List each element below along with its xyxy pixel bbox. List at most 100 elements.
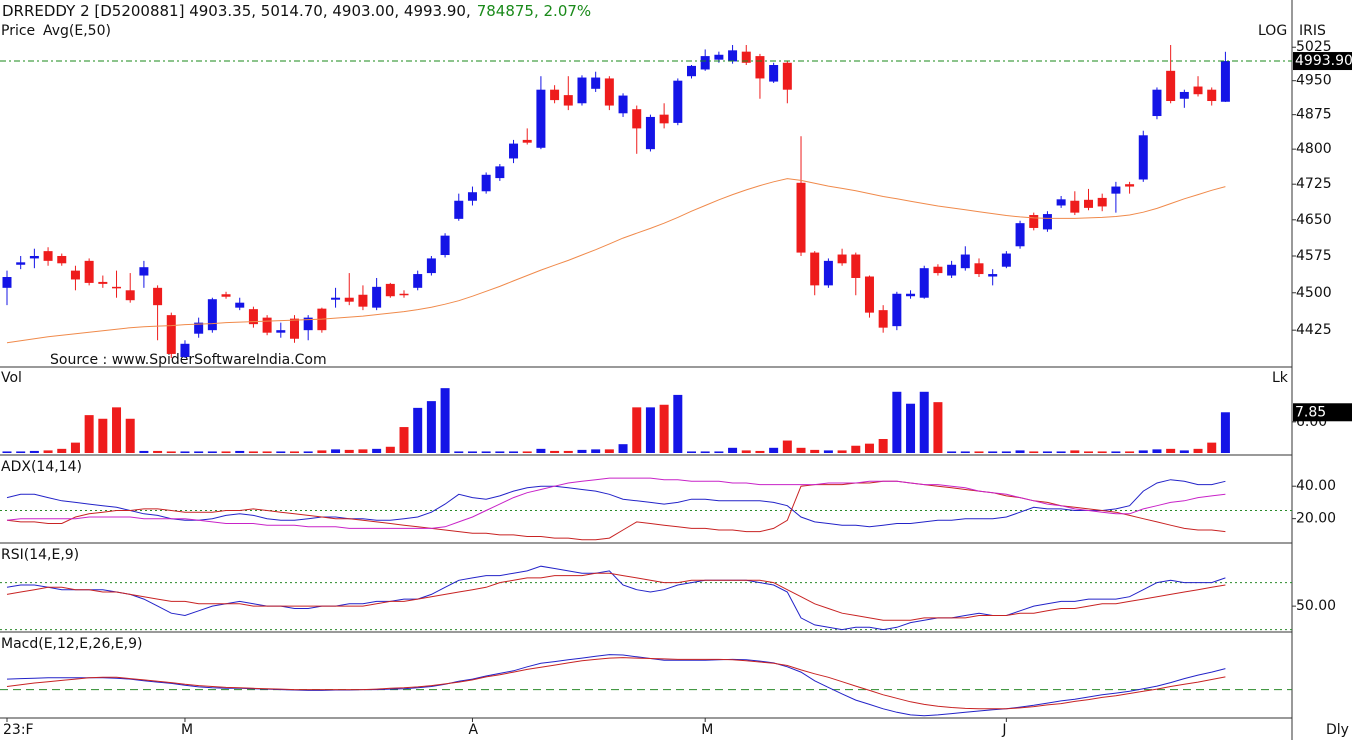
- volume-bar: [687, 451, 696, 453]
- last-volume-label: 7.85: [1295, 404, 1326, 420]
- candle-body: [550, 89, 560, 101]
- volume-bar: [1179, 450, 1189, 453]
- volume-bar: [960, 451, 970, 453]
- volume-bar: [1166, 448, 1176, 453]
- candle-body: [385, 283, 395, 297]
- volume-bar: [550, 450, 560, 453]
- volume-bar: [591, 449, 601, 453]
- candle-body: [289, 318, 299, 339]
- volume-bar: [413, 407, 423, 453]
- volume-bar: [16, 451, 26, 453]
- volume-bar: [84, 415, 94, 453]
- candle-body: [700, 56, 710, 70]
- volume-bar: [344, 449, 354, 453]
- volume-bar: [194, 451, 204, 453]
- volume-bar: [1125, 451, 1135, 453]
- candle-body: [153, 287, 163, 306]
- candle-body: [632, 109, 642, 129]
- volume-bar: [823, 450, 833, 453]
- price-label: Price: [1, 23, 35, 39]
- volume-bar: [522, 451, 532, 453]
- volume-bar: [947, 451, 957, 453]
- volume-bar: [700, 451, 710, 453]
- candle-body: [440, 235, 450, 256]
- volume-bar: [659, 404, 669, 453]
- vendor-label: IRIS: [1299, 23, 1326, 39]
- volume-bar: [509, 451, 519, 453]
- volume-bar: [645, 407, 655, 453]
- candle-body: [1166, 70, 1176, 102]
- candle-body: [782, 62, 792, 90]
- candle-body: [604, 78, 614, 106]
- candle-body: [276, 330, 286, 333]
- volume-bar: [289, 451, 299, 453]
- volume-bar: [385, 446, 395, 453]
- volume-bar: [1097, 451, 1107, 453]
- candle-body: [57, 255, 67, 264]
- last-price-label-box: [1293, 52, 1352, 71]
- candle-body: [591, 77, 601, 89]
- candle-body: [303, 317, 313, 331]
- volume-bar: [481, 451, 491, 453]
- candle-body: [1220, 61, 1230, 102]
- volume-bar: [728, 447, 738, 453]
- candle-body: [687, 65, 696, 77]
- candle-body: [947, 264, 957, 276]
- volume-bar: [180, 451, 190, 453]
- candle-body: [714, 54, 724, 60]
- candle-body: [851, 254, 861, 278]
- volume-bar: [1042, 451, 1052, 453]
- y-tick-label: 50.00: [1296, 598, 1336, 614]
- volume-bar: [796, 447, 806, 453]
- indicator-line: [6, 657, 1226, 710]
- candle-body: [1029, 215, 1039, 228]
- candle-body: [1070, 200, 1080, 213]
- volume-bar: [495, 451, 505, 453]
- volume-bar: [782, 440, 792, 453]
- volume-bar: [988, 451, 998, 453]
- panel-title: ADX(14,14): [1, 459, 82, 475]
- indicator-line: [6, 565, 1226, 631]
- moving-average-line: [6, 178, 1226, 344]
- candle-body: [372, 286, 382, 308]
- volume-bar: [933, 402, 943, 453]
- volume-bar: [125, 418, 135, 453]
- x-tick-label: M: [181, 722, 193, 738]
- volume-bar: [139, 450, 149, 453]
- volume-bar: [112, 407, 122, 453]
- candle-body: [98, 281, 108, 284]
- x-tick-label: 23:F: [3, 722, 34, 738]
- volume-bar: [1152, 449, 1162, 453]
- candle-body: [509, 143, 519, 159]
- candle-body: [70, 270, 80, 280]
- volume-bar: [864, 443, 874, 453]
- chart-header: DRREDDY 2 [D5200881] 4903.35, 5014.70, 4…: [2, 2, 591, 20]
- volume-bar: [372, 448, 382, 453]
- volume-bar: [440, 388, 450, 453]
- volume-bar: [2, 451, 12, 453]
- volume-bar: [1193, 448, 1203, 453]
- volume-bar: [919, 391, 929, 453]
- candle-body: [399, 293, 409, 296]
- candle-body: [988, 274, 998, 277]
- volume-bar: [906, 403, 916, 453]
- x-tick-label: A: [468, 722, 478, 738]
- volume-bar: [153, 450, 163, 453]
- candle-body: [248, 309, 258, 325]
- panel-title: Vol: [1, 370, 22, 386]
- candle-body: [413, 274, 423, 288]
- candle-body: [919, 268, 929, 298]
- volume-bar: [70, 442, 80, 453]
- volume-bar: [563, 450, 573, 453]
- candle-body: [262, 317, 272, 333]
- candle-body: [522, 139, 532, 143]
- volume-bar: [98, 418, 108, 453]
- volume-bar: [467, 451, 477, 453]
- volume-bar: [755, 450, 765, 453]
- candle-body: [974, 263, 984, 275]
- volume-bar: [851, 445, 861, 453]
- candle-body: [577, 77, 587, 104]
- volume-bar: [1070, 450, 1080, 453]
- x-tick-label: M: [701, 722, 713, 738]
